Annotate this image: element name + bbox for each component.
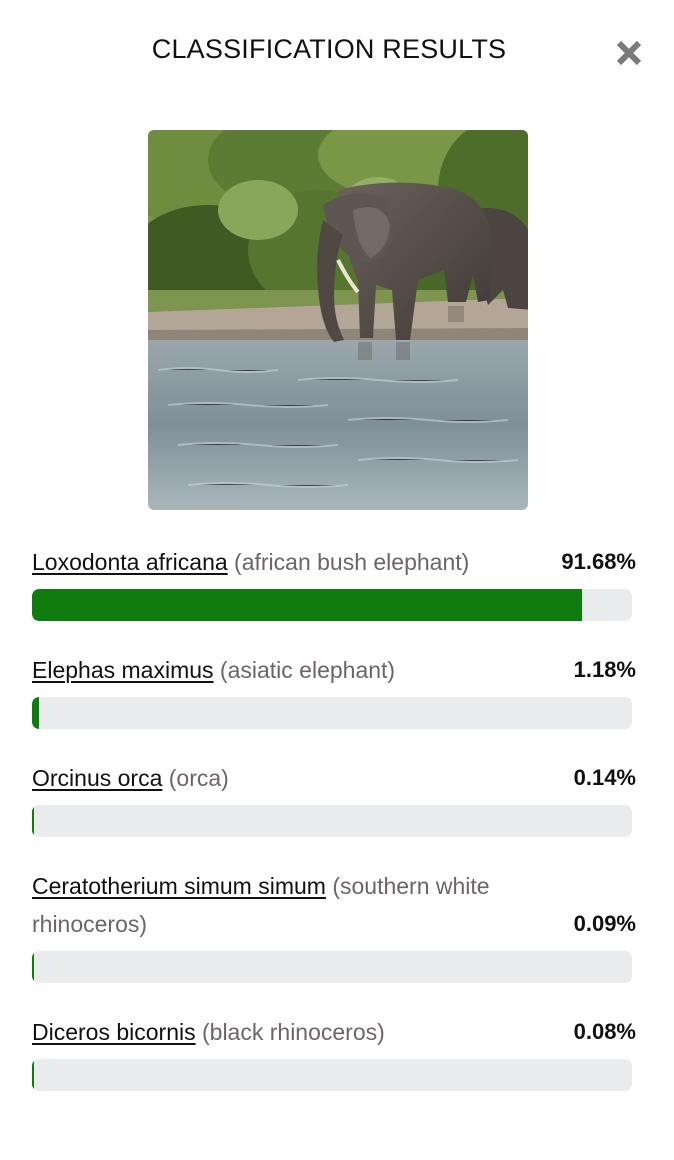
common-name: (african bush elephant) [234,549,470,575]
close-button[interactable] [612,36,646,70]
result-label: Loxodonta africana (african bush elephan… [32,543,561,581]
confidence-bar-track [32,1059,632,1091]
result-header: Diceros bicornis (black rhinoceros) 0.08… [32,1013,636,1051]
result-item: Orcinus orca (orca) 0.14% [32,759,636,837]
confidence-bar-track [32,589,632,621]
confidence-percent: 0.09% [573,911,636,936]
confidence-bar-fill [32,1059,34,1091]
common-name: (southern white rhinoceros) [32,873,490,937]
confidence-bar-track [32,697,632,729]
results-list: Loxodonta africana (african bush elephan… [32,543,636,1121]
result-header: Elephas maximus (asiatic elephant) 1.18% [32,651,636,689]
result-item: Loxodonta africana (african bush elephan… [32,543,636,621]
result-label: Orcinus orca (orca) [32,759,574,797]
confidence-bar-track [32,805,632,837]
scientific-name-link[interactable]: Orcinus orca [32,765,163,791]
scientific-name-link[interactable]: Elephas maximus [32,657,214,683]
confidence-bar-fill [32,589,583,621]
confidence-bar-fill [32,805,34,837]
dialog-title: CLASSIFICATION RESULTS [151,34,507,64]
result-header: Loxodonta africana (african bush elephan… [32,543,636,581]
result-item: Diceros bicornis (black rhinoceros) 0.08… [32,1013,636,1091]
result-label: Elephas maximus (asiatic elephant) [32,651,574,689]
result-item: Ceratotherium simum simum (southern whit… [32,867,636,983]
confidence-bar-track [32,951,632,983]
close-icon [616,40,642,66]
result-label: Diceros bicornis (black rhinoceros) [32,1013,574,1051]
common-name: (black rhinoceros) [202,1019,385,1045]
confidence-bar-fill [32,951,34,983]
confidence-percent: 0.14% [573,765,636,790]
result-label: Ceratotherium simum simum (southern whit… [32,867,574,943]
confidence-percent: 1.18% [573,657,636,682]
common-name: (orca) [168,765,229,791]
common-name: (asiatic elephant) [219,657,396,683]
scientific-name-link[interactable]: Ceratotherium simum simum [32,873,326,899]
result-header: Orcinus orca (orca) 0.14% [32,759,636,797]
classified-image [148,130,528,510]
confidence-percent: 0.08% [573,1019,636,1044]
result-item: Elephas maximus (asiatic elephant) 1.18% [32,651,636,729]
confidence-bar-fill [32,697,40,729]
scientific-name-link[interactable]: Diceros bicornis [32,1019,196,1045]
result-header: Ceratotherium simum simum (southern whit… [32,867,636,943]
confidence-percent: 91.68% [561,549,636,574]
elephant-photo [148,130,528,510]
scientific-name-link[interactable]: Loxodonta africana [32,549,228,575]
